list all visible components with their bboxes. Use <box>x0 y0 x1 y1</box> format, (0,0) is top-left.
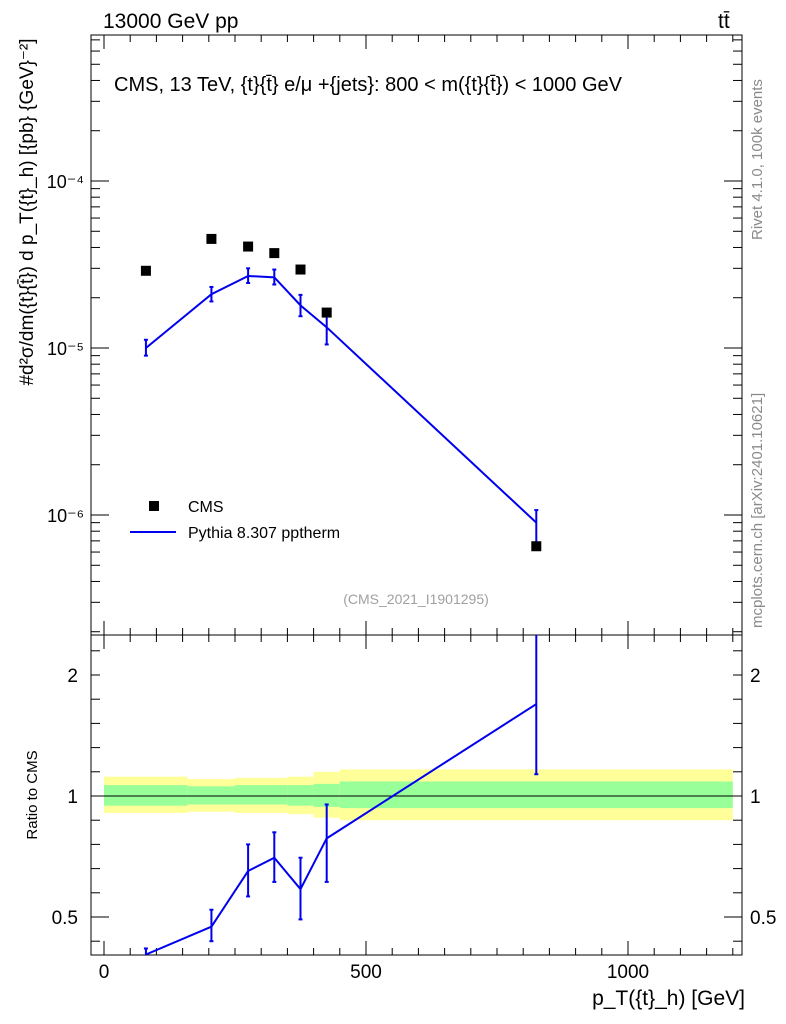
ratio-ytick-label: 0.5 <box>52 908 78 929</box>
uncertainty-band-green <box>339 781 733 809</box>
header-left: 13000 GeV pp <box>103 10 238 33</box>
xtick-label: 0 <box>99 962 110 983</box>
ratio-ytick-label-right: 2 <box>750 666 761 687</box>
xtick-label: 1000 <box>607 962 649 983</box>
uncertainty-band-green <box>313 783 340 807</box>
plot-title: CMS, 13 TeV, {t}{t̄} e/μ +{jets}: 800 < … <box>114 74 623 96</box>
mcplots-label: mcplots.cern.ch [arXiv:2401.10621] <box>749 393 766 628</box>
main-plot-frame <box>90 34 743 636</box>
ratio-ytick-label: 1 <box>67 787 78 808</box>
uncertainty-band-green <box>187 786 235 805</box>
cms-data-point <box>243 241 254 252</box>
cms-data-point <box>206 233 217 244</box>
ratio-ytick-label-right: 0.5 <box>750 908 776 929</box>
uncertainty-band-green <box>235 785 288 805</box>
ratio-ytick-label-right: 1 <box>750 787 761 808</box>
x-axis-label: p_T({t}_h) [GeV] <box>592 987 745 1010</box>
cms-data-point <box>269 248 280 259</box>
ratio-plot-frame <box>90 634 743 956</box>
uncertainty-band-green <box>104 785 188 806</box>
ratio-ytick-label: 2 <box>67 666 78 687</box>
main-ytick-label: 10⁻⁴ <box>47 172 84 192</box>
uncertainty-band-green <box>287 785 314 806</box>
main-ytick-label: 10⁻⁵ <box>47 339 84 359</box>
legend-cms-label: CMS <box>188 499 224 516</box>
main-y-axis-label: #d²σ/dm({t}{t̄}) d p_T({t}_h) [{pb} {GeV… <box>17 38 38 385</box>
ratio-y-axis-label: Ratio to CMS <box>24 750 41 839</box>
header-right: tt̄ <box>718 10 730 33</box>
rivet-label: Rivet 4.1.0, 100k events <box>749 79 766 240</box>
main-ytick-label: 10⁻⁶ <box>47 506 84 526</box>
xtick-label: 500 <box>350 962 382 983</box>
legend-pythia-label: Pythia 8.307 pptherm <box>188 525 340 542</box>
cms-data-point <box>295 264 306 275</box>
cms-data-point <box>531 541 542 552</box>
pythia-line <box>145 274 537 524</box>
ratio-pythia-line <box>145 703 537 955</box>
analysis-watermark: (CMS_2021_I1901295) <box>343 591 489 607</box>
ratio-marks <box>143 635 539 955</box>
data-marks <box>140 233 542 955</box>
ratio-bands <box>104 769 733 821</box>
axis-ticks <box>91 35 742 955</box>
cms-data-point <box>140 265 151 276</box>
cms-data-point <box>321 307 332 318</box>
legend-cms-marker <box>149 501 159 511</box>
